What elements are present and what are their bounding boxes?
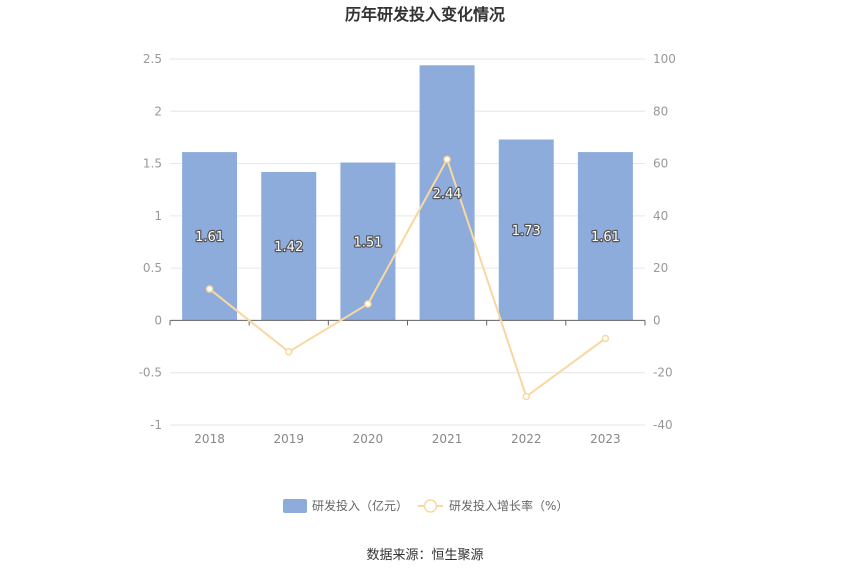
bar bbox=[577, 152, 633, 321]
y-right-tick-label: -40 bbox=[653, 418, 673, 432]
bar-data-label: 1.51 bbox=[353, 235, 382, 250]
y-axis-right: 100 80 60 40 20 0 -20 -40 bbox=[653, 52, 676, 432]
x-axis: 2018 2019 2020 2021 2022 2023 bbox=[169, 319, 646, 446]
bar-data-label: 1.73 bbox=[512, 224, 541, 239]
bar bbox=[498, 139, 554, 321]
x-tick-label: 2022 bbox=[511, 432, 542, 446]
bar-series bbox=[182, 65, 633, 321]
y-left-tick-label: 2.5 bbox=[143, 52, 162, 66]
y-left-tick-label: 1 bbox=[154, 209, 162, 223]
x-tick-label: 2020 bbox=[353, 432, 384, 446]
x-tick-label: 2019 bbox=[273, 432, 304, 446]
legend-bar-swatch[interactable] bbox=[283, 499, 307, 513]
bar-data-label: 1.61 bbox=[195, 230, 224, 245]
bar bbox=[340, 162, 396, 321]
line-point bbox=[522, 392, 530, 401]
bar-data-label: 1.61 bbox=[591, 230, 620, 245]
y-left-tick-label: 1.5 bbox=[143, 157, 162, 171]
legend-line-label[interactable]: 研发投入增长率（%） bbox=[449, 498, 568, 513]
bar-data-label: 1.42 bbox=[274, 240, 303, 255]
y-right-tick-label: 100 bbox=[653, 52, 676, 66]
y-left-tick-label: -0.5 bbox=[139, 366, 162, 380]
y-right-tick-label: 40 bbox=[653, 209, 668, 223]
line-point bbox=[285, 348, 293, 356]
line-point bbox=[364, 300, 372, 308]
y-left-tick-label: 0 bbox=[154, 313, 162, 327]
y-left-tick-label: -1 bbox=[150, 418, 162, 432]
chart-title: 历年研发投入变化情况 bbox=[345, 5, 505, 24]
y-right-tick-label: 20 bbox=[653, 261, 668, 275]
y-left-tick-label: 0.5 bbox=[143, 261, 162, 275]
y-right-tick-label: 60 bbox=[653, 157, 668, 171]
data-source: 数据来源：恒生聚源 bbox=[366, 548, 483, 563]
line-point bbox=[205, 285, 214, 293]
legend-line-marker[interactable] bbox=[423, 499, 438, 513]
line-series bbox=[205, 155, 610, 401]
x-tick-label: 2023 bbox=[590, 432, 621, 446]
bar-data-labels: 1.61 1.42 1.51 2.44 1.73 1.61 bbox=[194, 186, 621, 257]
growth-line bbox=[208, 156, 607, 399]
y-right-tick-label: 0 bbox=[653, 313, 661, 327]
grid-lines bbox=[170, 58, 645, 426]
bar bbox=[261, 171, 317, 321]
line-point bbox=[601, 334, 610, 343]
y-right-tick-label: 80 bbox=[653, 104, 668, 118]
y-left-tick-label: 2 bbox=[154, 104, 162, 118]
y-right-tick-label: -20 bbox=[653, 366, 673, 380]
legend-bar-label[interactable]: 研发投入（亿元） bbox=[312, 498, 408, 513]
line-point bbox=[443, 155, 451, 164]
x-tick-label: 2018 bbox=[194, 432, 225, 446]
legend[interactable]: 研发投入（亿元） 研发投入增长率（%） bbox=[283, 498, 568, 513]
x-tick-label: 2021 bbox=[432, 432, 463, 446]
bar-data-label: 2.44 bbox=[433, 187, 462, 202]
y-axis-left: 2.5 2 1.5 1 0.5 0 -0.5 -1 bbox=[139, 52, 162, 432]
